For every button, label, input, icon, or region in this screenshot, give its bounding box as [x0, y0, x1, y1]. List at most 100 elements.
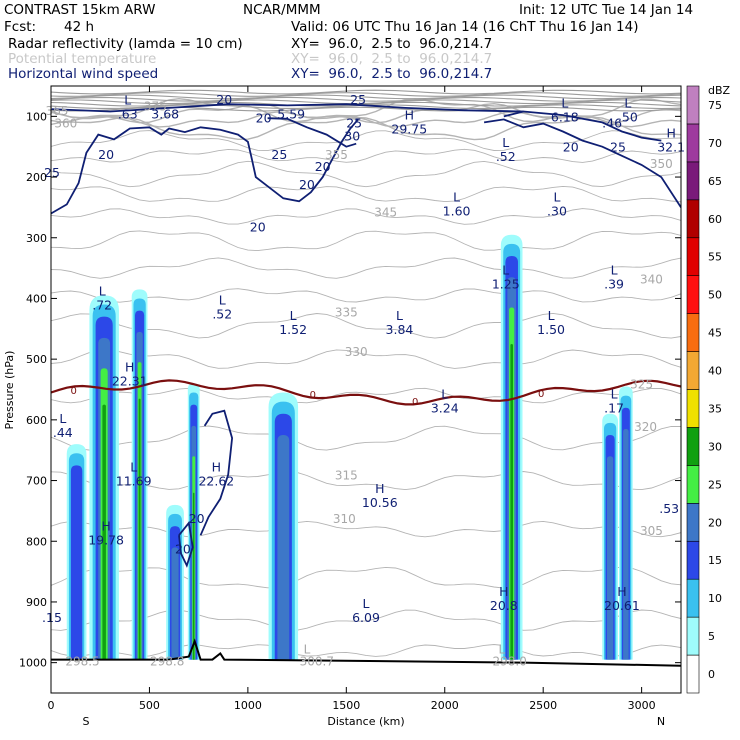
theta-contour [51, 520, 681, 538]
reflectivity-cell [102, 404, 106, 660]
colorbar-label: 45 [708, 327, 722, 340]
wind-label: 20 [175, 541, 191, 556]
colorbar-swatch [686, 275, 700, 314]
extremum-value: 6.18 [551, 109, 579, 124]
reflectivity-cell [623, 428, 629, 660]
theta-contour [51, 97, 681, 123]
theta-contour [51, 99, 681, 105]
extremum-marker: L [561, 95, 568, 110]
colorbar-swatch [686, 123, 700, 163]
theta-label: 355 [325, 148, 348, 162]
south-label: S [83, 715, 90, 728]
wind-contour [178, 520, 194, 568]
extremum-marker: H [499, 584, 508, 599]
colorbar-label: 60 [708, 213, 722, 226]
extremum-value: .30 [547, 203, 567, 218]
x-tick-label: 2000 [431, 699, 459, 712]
extremum-marker: L [502, 262, 509, 277]
wind-label: 25 [346, 115, 362, 130]
theta-label: 305 [640, 524, 663, 538]
reflectivity-cell [171, 547, 179, 660]
extremum-value: 3.84 [386, 322, 414, 337]
extremum-value: .72 [92, 298, 112, 313]
field-2-name: Potential temperature [8, 51, 157, 67]
y-tick-label: 900 [26, 596, 47, 609]
y-tick-label: 100 [26, 110, 47, 123]
extremum-marker: L [611, 387, 618, 402]
extremum-value: 19.78 [88, 532, 124, 547]
extremum-marker: L [290, 308, 297, 323]
reflectivity-cell [277, 435, 290, 660]
fcst-value: 42 h [64, 19, 95, 35]
extremum-value: 20.61 [604, 598, 640, 613]
colorbar-swatch [686, 85, 700, 125]
extremum-value: .63 [118, 106, 138, 121]
extremum-marker: H [617, 584, 626, 599]
extremum-value: 3.68 [151, 106, 179, 121]
extremum-marker: H [375, 481, 384, 496]
theta-contour [51, 94, 681, 100]
theta-contour [51, 208, 681, 225]
extremum-value: 32.1 [657, 140, 685, 155]
colorbar-label: 40 [708, 365, 722, 378]
wind-label: 20 [216, 92, 232, 107]
reflectivity-cell [138, 398, 141, 660]
colorbar-label: 35 [708, 402, 722, 415]
extremum-marker: L [441, 387, 448, 402]
freezing-level-label: 0 [70, 386, 76, 397]
x-axis-label: Distance (km) [327, 715, 404, 728]
theta-low-marker: L [499, 643, 506, 657]
reflectivity-cell [193, 492, 195, 660]
theta-contour [51, 160, 681, 188]
extremum-marker: L [548, 308, 555, 323]
y-tick-label: 1000 [19, 657, 47, 670]
theta-contour [51, 387, 681, 404]
theta-label: 360 [54, 116, 77, 130]
extremum-value: .39 [604, 276, 624, 291]
theta-label: 325 [630, 377, 653, 391]
colorbar-swatch [686, 427, 700, 466]
theta-contour [51, 257, 681, 279]
y-tick-label: 700 [26, 475, 47, 488]
theta-label: 330 [345, 345, 368, 359]
wind-contour [199, 409, 234, 536]
theta-contour [51, 148, 681, 163]
theta-contour [51, 96, 681, 102]
extremum-marker: H [101, 518, 110, 533]
colorbar-label: 5 [708, 630, 715, 643]
extremum-value: .53 [659, 501, 679, 516]
x-tick-label: 500 [139, 699, 160, 712]
theta-contour [51, 349, 681, 369]
wind-contour [51, 103, 524, 113]
reflectivity-cell [70, 465, 83, 660]
wind-label: 25 [350, 92, 366, 107]
wind-contours [51, 103, 681, 568]
extremum-marker: L [624, 95, 631, 110]
theta-contour [51, 425, 681, 451]
wind-label: 20 [189, 511, 205, 526]
wind-label: 20 [98, 147, 114, 162]
colorbar-swatch [686, 540, 700, 580]
colorbar: 0 5 10 15 20 25 30 35 40 45 50 55 60 65 70 75 [686, 85, 722, 694]
field-2-xy: XY= 96.0, 2.5 to 96.0,214.7 [291, 51, 493, 67]
theta-contour [51, 116, 681, 141]
extremum-marker: H [212, 460, 221, 475]
freezing-level: 0 0 0 0 [51, 379, 681, 408]
theta-contour [51, 230, 681, 252]
colorbar-swatch [686, 161, 700, 201]
freezing-level-label: 0 [310, 390, 316, 401]
init-time: Init: 12 UTC Tue 14 Jan 14 [519, 2, 694, 18]
colorbar-label: 70 [708, 137, 722, 150]
theta-contour [51, 89, 681, 95]
wind-label: 30 [344, 129, 360, 144]
colorbar-swatch [686, 199, 700, 239]
colorbar-label: 15 [708, 554, 722, 567]
y-tick-label: 800 [26, 535, 47, 548]
y-axis-label: Pressure (hPa) [3, 351, 16, 430]
theta-label: 345 [374, 206, 397, 220]
field-3-xy: XY= 96.0, 2.5 to 96.0,214.7 [291, 66, 493, 82]
extremum-marker: L [396, 308, 403, 323]
wind-label: 20 [315, 159, 331, 174]
theta-contour [51, 288, 681, 303]
